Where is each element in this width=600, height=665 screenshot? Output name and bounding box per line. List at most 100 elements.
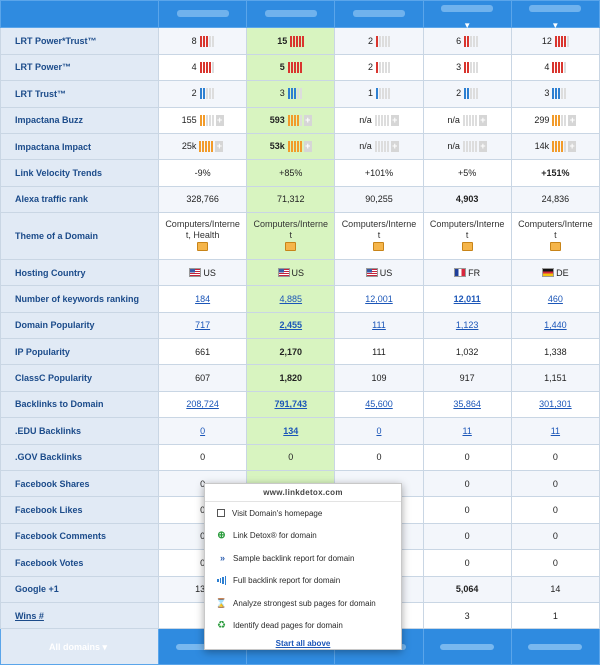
bar-segment (380, 141, 383, 153)
metric-link[interactable]: 12,001 (365, 293, 393, 304)
domain-header-2[interactable] (246, 0, 336, 29)
metric-cell: 24,836 (510, 185, 600, 214)
table-row: LRT Power*Trust™ 8 15 2 6 12 (0, 27, 600, 55)
metric-cell: 90,255 (334, 185, 424, 214)
metric-link[interactable]: 184 (195, 293, 211, 304)
folder-icon[interactable] (197, 241, 209, 251)
plus-icon[interactable]: + (215, 114, 224, 126)
plus-icon[interactable]: + (568, 114, 577, 126)
theme-text-cont: t, Health (185, 229, 220, 240)
metric-cell: n/a + (334, 106, 424, 134)
metric-value: 0 (200, 478, 206, 489)
metric-link[interactable]: 1,123 (455, 320, 479, 331)
bar-segment (476, 62, 479, 74)
bar-segment (561, 141, 564, 153)
bar-segment (290, 88, 293, 100)
metric-cell: 2 (157, 80, 248, 108)
metric-value: +85% (279, 168, 303, 179)
bar-segment (211, 114, 214, 126)
plus-icon[interactable]: + (478, 114, 487, 126)
plus-icon[interactable]: + (303, 141, 312, 153)
folder-icon[interactable] (285, 241, 297, 251)
metric-value: +151% (541, 168, 570, 179)
metric-value: 0 (464, 505, 470, 516)
plus-icon[interactable]: + (568, 141, 577, 153)
bar-segment (552, 88, 555, 100)
metric-cell: 0 (422, 443, 512, 471)
menu-item[interactable]: » Sample backlink report for domain (205, 547, 401, 570)
metric-link[interactable]: 1,440 (544, 320, 567, 331)
menu-item[interactable]: ⊕ Link Detox® for domain (205, 525, 401, 548)
metric-link[interactable]: 11 (550, 425, 561, 436)
metric-link[interactable]: 4,885 (279, 293, 303, 304)
metric-link[interactable]: 717 (195, 320, 211, 331)
metric-cell: 12,001 (334, 285, 424, 313)
menu-item[interactable]: ♻ Identify dead pages for domain (205, 615, 401, 638)
metric-cell: 1,151 (510, 364, 600, 392)
metric-cell: 1 (510, 601, 600, 630)
all-domains-dropdown[interactable]: All domains ▾ (0, 628, 159, 665)
metric-link[interactable]: 2,455 (279, 320, 303, 331)
metric-link[interactable]: 12,011 (453, 293, 481, 304)
metric-cell: 4,885 (246, 285, 336, 313)
bar-segment (293, 141, 296, 153)
folder-icon[interactable] (373, 241, 385, 251)
metric-link[interactable]: 0 (376, 425, 382, 436)
metric-value: 14k (534, 141, 550, 152)
start-all-above-link[interactable]: Start all above (275, 639, 331, 648)
metric-cell: 717 (157, 311, 248, 340)
plus-icon[interactable]: + (478, 141, 487, 153)
external-link-icon (217, 509, 225, 518)
rating-bar (199, 62, 214, 74)
table-row: Number of keywords ranking 184 4,885 12,001… (0, 285, 600, 313)
domain-header-1[interactable] (157, 0, 248, 29)
metric-link[interactable]: 111 (372, 320, 386, 331)
plus-icon[interactable]: + (390, 141, 399, 153)
bar-segment (296, 88, 299, 100)
plus-icon[interactable]: + (303, 114, 312, 126)
bar-segment (296, 141, 299, 153)
metric-cell: +101% (334, 159, 424, 187)
domain-header-5[interactable]: ▼ (510, 0, 600, 31)
bar-segment (211, 88, 214, 100)
footer-domain-5[interactable] (510, 628, 600, 665)
footer-domain-4[interactable] (422, 628, 512, 665)
metric-link[interactable]: 134 (283, 425, 299, 436)
metric-cell: 35,864 (422, 390, 512, 419)
table-row: IP Popularity 661 2,170 111 1,032 1,338 (0, 338, 600, 366)
bar-segment (293, 62, 296, 74)
metric-cell: 134 (246, 417, 336, 445)
row-label: Hosting Country (0, 258, 159, 287)
rating-bar (464, 35, 479, 47)
folder-icon[interactable] (461, 241, 473, 251)
menu-item[interactable]: Full backlink report for domain (205, 570, 401, 593)
table-row: LRT Trust™ 2 3 1 2 3 (0, 80, 600, 108)
metric-value: 1 (552, 610, 558, 621)
folder-icon[interactable] (549, 241, 561, 251)
domain-header-4[interactable]: ▼ (422, 0, 512, 31)
metric-link[interactable]: 11 (462, 425, 472, 436)
chevron-down-icon[interactable]: ▼ (463, 21, 472, 31)
bar-segment (296, 62, 299, 74)
bar-segment (555, 114, 558, 126)
domain-header-3[interactable] (334, 0, 424, 29)
metric-link[interactable]: 301,301 (539, 399, 572, 410)
metric-value: 299 (534, 114, 550, 125)
metric-link[interactable]: 0 (200, 425, 206, 436)
row-label[interactable]: Wins # (0, 601, 159, 630)
bar-segment (199, 88, 202, 100)
chevron-down-icon[interactable]: ▼ (551, 21, 560, 31)
row-label: Facebook Likes (0, 496, 159, 524)
menu-item[interactable]: ⌛ Analyze strongest sub pages for domain (205, 592, 401, 615)
metric-link[interactable]: 208,724 (186, 399, 219, 410)
metric-link[interactable]: 460 (547, 293, 563, 304)
plus-icon[interactable]: + (215, 141, 224, 153)
metric-link[interactable]: 45,600 (365, 399, 393, 410)
bar-chart-icon (217, 576, 226, 586)
metric-link[interactable]: 791,743 (274, 399, 308, 410)
metric-value: +5% (458, 168, 477, 179)
plus-icon[interactable]: + (390, 114, 399, 126)
menu-item[interactable]: Visit Domain's homepage (205, 502, 401, 525)
metric-link[interactable]: 35,864 (453, 399, 481, 410)
blurred-domain-name (176, 10, 229, 18)
